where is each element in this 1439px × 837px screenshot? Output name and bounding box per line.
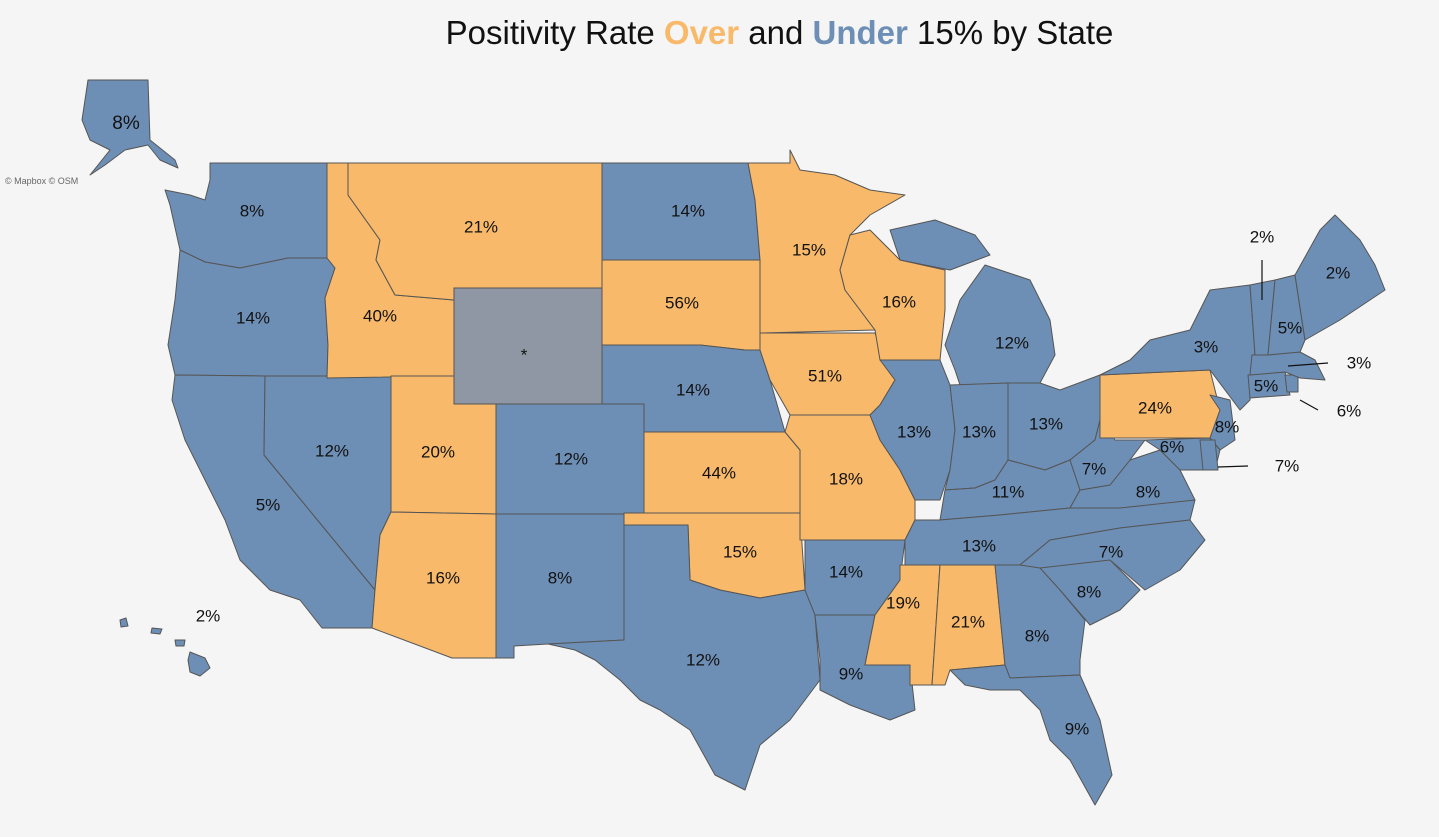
map-attribution: © Mapbox © OSM [5, 176, 79, 186]
state-label-ak: 8% [112, 113, 140, 134]
state-label-ct: 5% [1254, 376, 1279, 395]
state-label-hi: 2% [196, 606, 221, 625]
state-label-me: 2% [1326, 263, 1351, 282]
state-label-tx: 12% [686, 650, 720, 669]
state-label-ny: 3% [1194, 337, 1219, 356]
state-label-wv: 7% [1082, 459, 1107, 478]
state-label-ks: 44% [702, 463, 736, 482]
state-shape-wi[interactable] [839, 229, 946, 361]
state-shape-ri[interactable] [1284, 374, 1299, 393]
state-shape-mi[interactable] [889, 219, 1056, 386]
state-label-la: 9% [839, 664, 864, 683]
state-label-nm: 8% [548, 568, 573, 587]
state-label-az: 16% [426, 568, 460, 587]
state-label-in: 13% [962, 422, 996, 441]
state-label-sd: 56% [665, 293, 699, 312]
state-shape-fl[interactable] [949, 664, 1113, 806]
title-over-word: Over [663, 14, 740, 51]
state-label-sc: 8% [1077, 582, 1102, 601]
state-label-ky: 11% [992, 482, 1025, 501]
state-label-nj: 8% [1215, 417, 1240, 436]
state-label-co: 12% [554, 449, 588, 468]
state-shape-hi[interactable] [119, 617, 211, 677]
leader-line-de [1217, 465, 1249, 468]
state-label-mi: 12% [995, 333, 1029, 352]
map-title: Positivity Rate Over and Under 15% by St… [0, 14, 1439, 52]
state-shape-ma[interactable] [1249, 351, 1326, 381]
state-label-wa: 8% [240, 201, 265, 220]
state-label-mo: 18% [829, 469, 863, 488]
state-label-wy: * [521, 345, 528, 364]
leader-line-ri [1299, 399, 1319, 411]
state-label-ms: 19% [886, 593, 920, 612]
state-label-ar: 14% [829, 562, 863, 581]
state-label-de: 7% [1275, 456, 1300, 475]
state-shape-nh[interactable] [1267, 274, 1306, 356]
state-label-oh: 13% [1029, 414, 1063, 433]
state-label-ut: 20% [421, 442, 455, 461]
state-label-nv: 12% [315, 441, 349, 460]
title-suffix: 15% by State [907, 14, 1114, 51]
state-shape-tx[interactable] [547, 524, 821, 791]
state-shape-me[interactable] [1294, 214, 1386, 341]
state-label-id: 40% [363, 306, 397, 325]
state-label-ri: 6% [1337, 401, 1362, 420]
state-label-nh: 5% [1278, 318, 1303, 337]
state-labels: 8% 2% 8% 14% 5% 12% 40% 21% * 20% 16% 12% 8% 14% 56% 14… [112, 113, 1371, 738]
title-under-word: Under [812, 14, 908, 51]
state-label-ma: 3% [1347, 353, 1372, 372]
state-shape-de[interactable] [1199, 439, 1219, 471]
state-shapes [81, 79, 1386, 806]
state-label-va: 8% [1136, 482, 1161, 501]
state-label-tn: 13% [962, 536, 996, 555]
state-label-ca: 5% [256, 495, 281, 514]
state-label-md: 6% [1160, 437, 1185, 456]
state-label-il: 13% [897, 422, 931, 441]
state-label-wi: 16% [882, 292, 916, 311]
leader-line-ma [1287, 362, 1329, 367]
state-label-nd: 14% [671, 201, 705, 220]
state-label-ia: 51% [808, 366, 842, 385]
title-middle: and [739, 14, 813, 51]
state-label-mn: 15% [792, 240, 826, 259]
state-label-ga: 8% [1025, 626, 1050, 645]
state-shape-nc[interactable] [1019, 519, 1206, 591]
state-label-or: 14% [236, 308, 270, 327]
state-label-pa: 24% [1138, 398, 1172, 417]
state-label-vt: 2% [1250, 227, 1275, 246]
title-prefix: Positivity Rate [445, 14, 664, 51]
state-label-nc: 7% [1099, 542, 1124, 561]
state-label-fl: 9% [1065, 719, 1090, 738]
state-shape-ak[interactable] [81, 79, 179, 176]
state-shape-wy[interactable] [453, 287, 603, 405]
state-label-ne: 14% [676, 380, 710, 399]
state-shape-mn[interactable] [747, 149, 906, 334]
state-label-mt: 21% [464, 217, 498, 236]
state-shape-ne[interactable] [601, 344, 786, 433]
state-label-al: 21% [951, 612, 985, 631]
state-label-ok: 15% [723, 542, 757, 561]
